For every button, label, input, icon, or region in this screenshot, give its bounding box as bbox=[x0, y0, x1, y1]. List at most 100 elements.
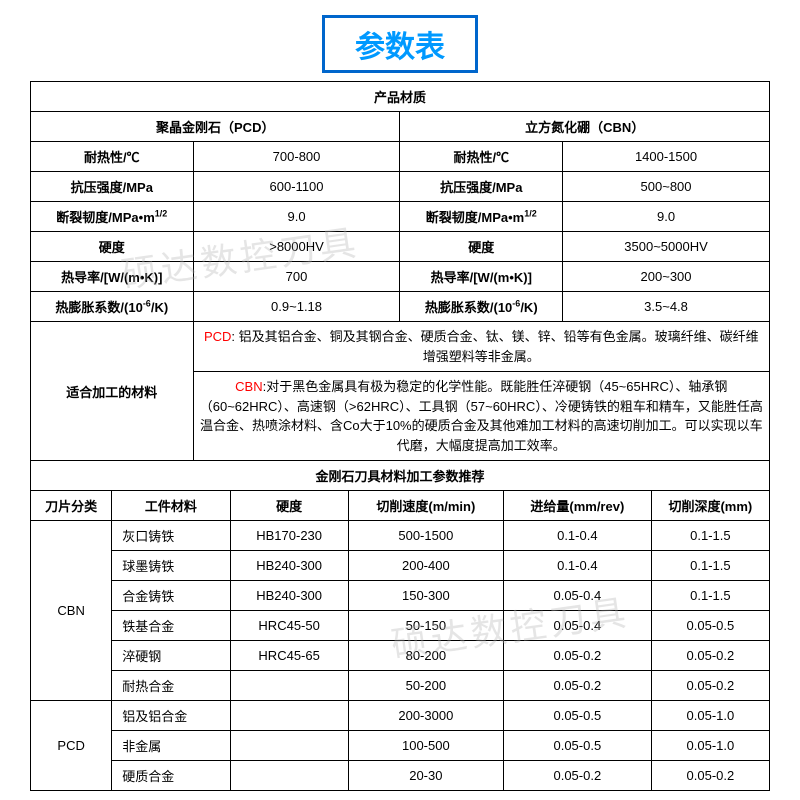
table-row: 耐热合金50-2000.05-0.20.05-0.2 bbox=[31, 671, 770, 701]
cell-speed: 500-1500 bbox=[348, 521, 503, 551]
cell-speed: 150-300 bbox=[348, 581, 503, 611]
col-feed: 进给量(mm/rev) bbox=[503, 491, 651, 521]
table-row: 球墨铸铁HB240-300200-4000.1-0.40.1-1.5 bbox=[31, 551, 770, 581]
cell-category: CBN bbox=[31, 521, 112, 701]
cell-mat: 灰口铸铁 bbox=[112, 521, 230, 551]
section2-header: 金刚石刀具材料加工参数推荐 bbox=[31, 461, 770, 491]
cell-speed: 100-500 bbox=[348, 731, 503, 761]
table-row: 铁基合金HRC45-5050-1500.05-0.40.05-0.5 bbox=[31, 611, 770, 641]
table-row: 硬质合金20-300.05-0.20.05-0.2 bbox=[31, 761, 770, 791]
heat-label-pcd: 耐热性/℃ bbox=[31, 142, 194, 172]
cell-depth: 0.05-1.0 bbox=[651, 731, 769, 761]
section1-header: 产品材质 bbox=[31, 82, 770, 112]
pcd-header: 聚晶金刚石（PCD） bbox=[31, 112, 400, 142]
fracture-cbn-value: 9.0 bbox=[563, 202, 770, 232]
hardness-label-cbn: 硬度 bbox=[400, 232, 563, 262]
cell-mat: 耐热合金 bbox=[112, 671, 230, 701]
col-speed: 切削速度(m/min) bbox=[348, 491, 503, 521]
fracture-label-pcd: 断裂韧度/MPa•m1/2 bbox=[31, 202, 194, 232]
cell-speed: 50-150 bbox=[348, 611, 503, 641]
cell-hard: HB240-300 bbox=[230, 551, 348, 581]
cell-hard bbox=[230, 671, 348, 701]
cell-hard bbox=[230, 761, 348, 791]
expand-label-pcd: 热膨胀系数/(10-6/K) bbox=[31, 292, 194, 322]
table-row: PCD铝及铝合金200-30000.05-0.50.05-1.0 bbox=[31, 701, 770, 731]
expand-label-cbn: 热膨胀系数/(10-6/K) bbox=[400, 292, 563, 322]
thermal-label-pcd: 热导率/[W/(m•K)] bbox=[31, 262, 194, 292]
table-row: CBN灰口铸铁HB170-230500-15000.1-0.40.1-1.5 bbox=[31, 521, 770, 551]
cell-feed: 0.05-0.4 bbox=[503, 581, 651, 611]
cell-hard: HB240-300 bbox=[230, 581, 348, 611]
cell-mat: 球墨铸铁 bbox=[112, 551, 230, 581]
cell-depth: 0.05-1.0 bbox=[651, 701, 769, 731]
heat-pcd-value: 700-800 bbox=[193, 142, 400, 172]
hardness-pcd-value: >8000HV bbox=[193, 232, 400, 262]
cell-hard bbox=[230, 731, 348, 761]
compress-label-pcd: 抗压强度/MPa bbox=[31, 172, 194, 202]
cell-feed: 0.05-0.2 bbox=[503, 671, 651, 701]
cell-feed: 0.05-0.5 bbox=[503, 731, 651, 761]
cell-speed: 200-3000 bbox=[348, 701, 503, 731]
heat-label-cbn: 耐热性/℃ bbox=[400, 142, 563, 172]
parameter-table: 产品材质 聚晶金刚石（PCD） 立方氮化硼（CBN） 耐热性/℃ 700-800… bbox=[30, 81, 770, 461]
recommendation-table: 金刚石刀具材料加工参数推荐 刀片分类 工件材料 硬度 切削速度(m/min) 进… bbox=[30, 460, 770, 791]
cell-hard: HB170-230 bbox=[230, 521, 348, 551]
cell-hard bbox=[230, 701, 348, 731]
col-hardness: 硬度 bbox=[230, 491, 348, 521]
expand-pcd-value: 0.9~1.18 bbox=[193, 292, 400, 322]
cell-mat: 非金属 bbox=[112, 731, 230, 761]
cell-mat: 淬硬钢 bbox=[112, 641, 230, 671]
cell-speed: 200-400 bbox=[348, 551, 503, 581]
thermal-label-cbn: 热导率/[W/(m•K)] bbox=[400, 262, 563, 292]
cell-depth: 0.05-0.5 bbox=[651, 611, 769, 641]
cell-speed: 80-200 bbox=[348, 641, 503, 671]
thermal-cbn-value: 200~300 bbox=[563, 262, 770, 292]
cbn-header: 立方氮化硼（CBN） bbox=[400, 112, 770, 142]
hardness-label-pcd: 硬度 bbox=[31, 232, 194, 262]
cbn-desc-label: CBN bbox=[235, 379, 262, 394]
cell-feed: 0.1-0.4 bbox=[503, 521, 651, 551]
pcd-desc-label: PCD bbox=[204, 329, 231, 344]
cbn-desc-cell: CBN:对于黑色金属具有极为稳定的化学性能。既能胜任淬硬钢（45~65HRC）、… bbox=[193, 372, 769, 461]
heat-cbn-value: 1400-1500 bbox=[563, 142, 770, 172]
cell-speed: 20-30 bbox=[348, 761, 503, 791]
fracture-pcd-value: 9.0 bbox=[193, 202, 400, 232]
thermal-pcd-value: 700 bbox=[193, 262, 400, 292]
pcd-desc-cell: PCD: 铝及其铝合金、铜及其钢合金、硬质合金、钛、镁、锌、铅等有色金属。玻璃纤… bbox=[193, 322, 769, 372]
cell-feed: 0.05-0.5 bbox=[503, 701, 651, 731]
cell-category: PCD bbox=[31, 701, 112, 791]
col-depth: 切削深度(mm) bbox=[651, 491, 769, 521]
compress-label-cbn: 抗压强度/MPa bbox=[400, 172, 563, 202]
cell-hard: HRC45-65 bbox=[230, 641, 348, 671]
cell-depth: 0.05-0.2 bbox=[651, 761, 769, 791]
table-row: 淬硬钢HRC45-6580-2000.05-0.20.05-0.2 bbox=[31, 641, 770, 671]
cell-hard: HRC45-50 bbox=[230, 611, 348, 641]
compress-cbn-value: 500~800 bbox=[563, 172, 770, 202]
cell-mat: 铝及铝合金 bbox=[112, 701, 230, 731]
title-wrapper: 参数表 bbox=[0, 0, 800, 81]
cell-feed: 0.05-0.2 bbox=[503, 761, 651, 791]
cell-depth: 0.1-1.5 bbox=[651, 551, 769, 581]
cell-depth: 0.05-0.2 bbox=[651, 641, 769, 671]
cell-mat: 铁基合金 bbox=[112, 611, 230, 641]
cell-feed: 0.1-0.4 bbox=[503, 551, 651, 581]
pcd-desc-text: : 铝及其铝合金、铜及其钢合金、硬质合金、钛、镁、锌、铅等有色金属。玻璃纤维、碳… bbox=[231, 329, 758, 364]
cell-feed: 0.05-0.2 bbox=[503, 641, 651, 671]
table-row: 非金属 100-5000.05-0.50.05-1.0 bbox=[31, 731, 770, 761]
cell-depth: 0.1-1.5 bbox=[651, 521, 769, 551]
cell-depth: 0.05-0.2 bbox=[651, 671, 769, 701]
suitable-label: 适合加工的材料 bbox=[31, 322, 194, 461]
cell-mat: 合金铸铁 bbox=[112, 581, 230, 611]
cell-speed: 50-200 bbox=[348, 671, 503, 701]
table-row: 合金铸铁HB240-300150-3000.05-0.40.1-1.5 bbox=[31, 581, 770, 611]
cell-depth: 0.1-1.5 bbox=[651, 581, 769, 611]
fracture-label-cbn: 断裂韧度/MPa•m1/2 bbox=[400, 202, 563, 232]
cbn-desc-text: :对于黑色金属具有极为稳定的化学性能。既能胜任淬硬钢（45~65HRC）、轴承钢… bbox=[200, 379, 763, 453]
page-title: 参数表 bbox=[322, 15, 478, 73]
col-category: 刀片分类 bbox=[31, 491, 112, 521]
cell-feed: 0.05-0.4 bbox=[503, 611, 651, 641]
hardness-cbn-value: 3500~5000HV bbox=[563, 232, 770, 262]
expand-cbn-value: 3.5~4.8 bbox=[563, 292, 770, 322]
compress-pcd-value: 600-1100 bbox=[193, 172, 400, 202]
cell-mat: 硬质合金 bbox=[112, 761, 230, 791]
